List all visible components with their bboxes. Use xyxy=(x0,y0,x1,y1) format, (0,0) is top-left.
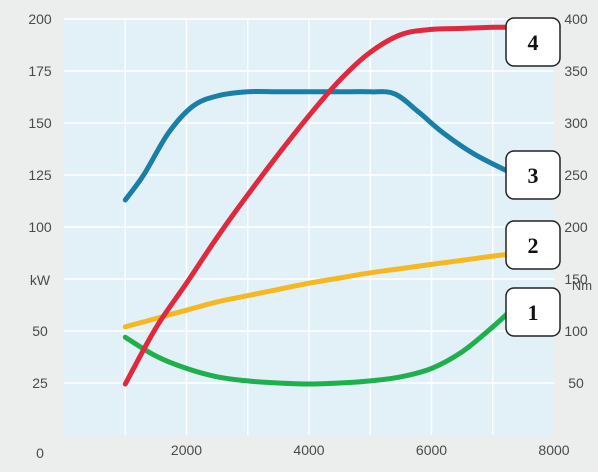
series-line-4 xyxy=(122,24,514,387)
y-left-tick-label: 25 xyxy=(32,375,48,391)
series-callout-2: 2 xyxy=(505,220,561,270)
callout-label: 1 xyxy=(528,300,539,325)
series-callout-1: 1 xyxy=(505,287,561,337)
y-right-tick-label: 150 xyxy=(564,271,588,287)
y-right-tick-label: 400 xyxy=(564,11,588,27)
y-left-tick-label: 100 xyxy=(28,219,52,235)
y-left-tick-label: 150 xyxy=(28,115,52,131)
callout-box xyxy=(505,17,561,67)
y-left-tick-label: 200 xyxy=(28,11,52,27)
axes: 0 25 50 100 125 150 175 200 kW 50 100 150 200 250 300 3… xyxy=(28,11,592,461)
y-right-tick-label: 50 xyxy=(568,375,584,391)
callout-label: 2 xyxy=(528,233,539,258)
y-left-tick-label: 50 xyxy=(32,323,48,339)
series-lines xyxy=(122,24,514,387)
y-right-tick-label: 100 xyxy=(564,323,588,339)
series-line-1 xyxy=(122,307,514,387)
callout-box xyxy=(505,150,561,200)
y-left-tick-label: 0 xyxy=(36,445,44,461)
y-left-axis-label: kW xyxy=(30,272,51,288)
x-tick-label: 8000 xyxy=(538,442,569,458)
x-tick-label: 4000 xyxy=(293,442,324,458)
series-callouts: 1 2 3 4 xyxy=(505,17,561,337)
y-right-tick-label: 200 xyxy=(564,219,588,235)
y-right-tick-label: 300 xyxy=(564,115,588,131)
y-right-axis-label: Nm xyxy=(572,278,592,293)
series-callout-4: 4 xyxy=(505,17,561,67)
y-right-tick-label: 350 xyxy=(564,63,588,79)
callout-box xyxy=(505,287,561,337)
y-left-tick-label: 175 xyxy=(28,63,52,79)
x-tick-label: 2000 xyxy=(171,442,202,458)
callout-box xyxy=(505,220,561,270)
y-left-tick-label: 125 xyxy=(28,167,52,183)
x-tick-label: 6000 xyxy=(416,442,447,458)
callout-label: 4 xyxy=(528,30,539,55)
callout-label: 3 xyxy=(528,163,539,188)
series-line-2 xyxy=(122,251,514,330)
series-line-3 xyxy=(122,88,514,203)
y-right-tick-label: 250 xyxy=(564,167,588,183)
series-callout-3: 3 xyxy=(505,150,561,200)
